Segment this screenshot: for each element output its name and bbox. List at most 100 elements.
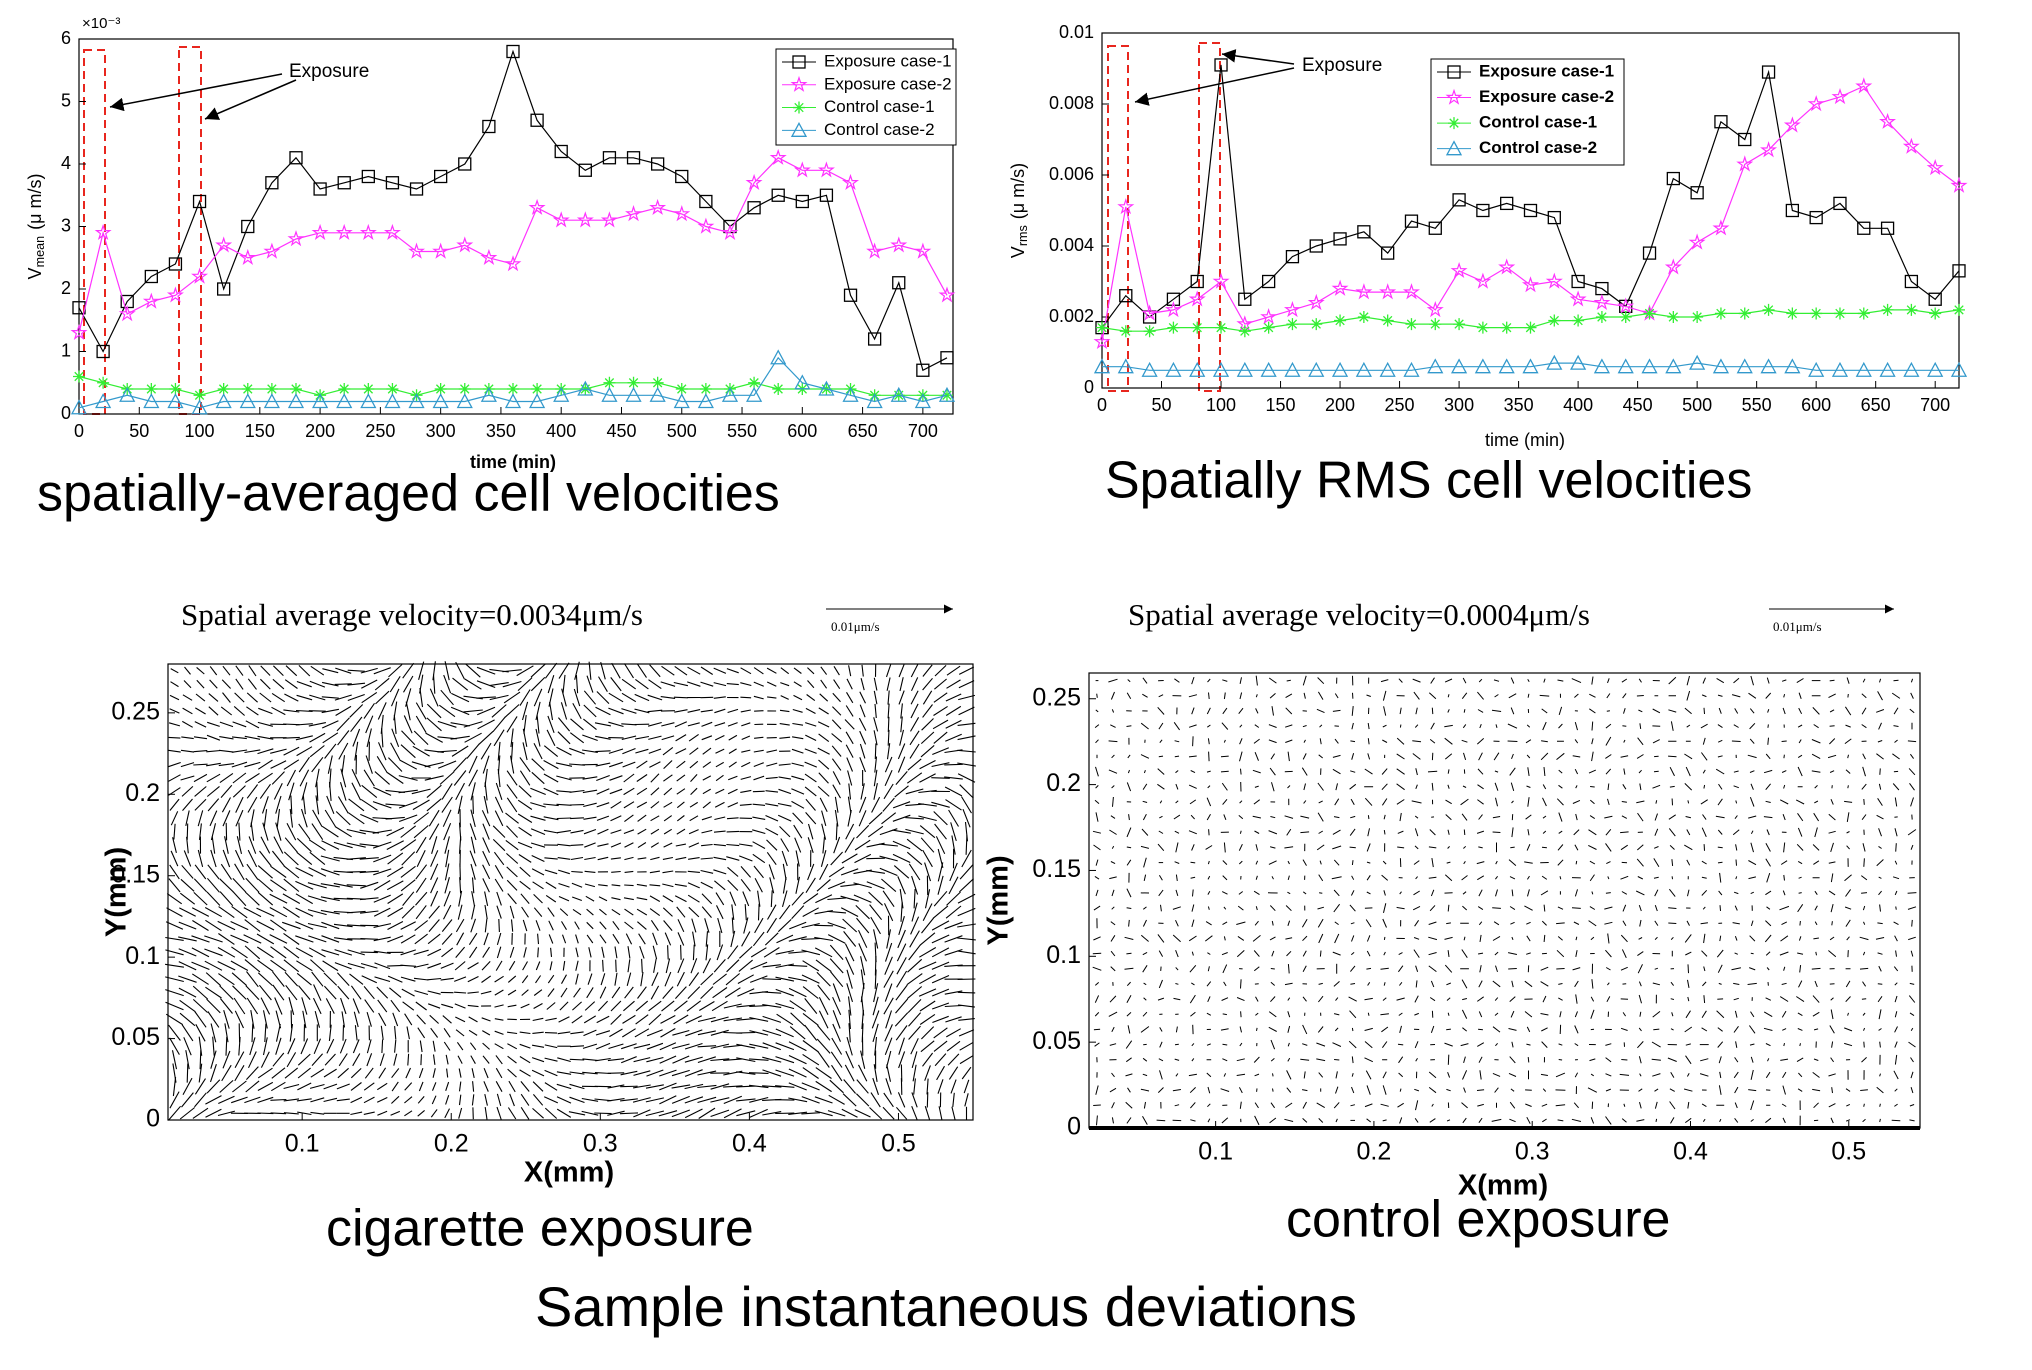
vector bbox=[868, 891, 883, 906]
vector bbox=[1399, 891, 1402, 895]
vector bbox=[339, 1038, 347, 1054]
vector bbox=[765, 803, 779, 807]
vector bbox=[269, 907, 288, 918]
vector bbox=[509, 1093, 515, 1107]
vector bbox=[375, 690, 390, 705]
vector bbox=[506, 866, 518, 878]
vector bbox=[180, 749, 195, 753]
vector bbox=[1605, 1043, 1612, 1046]
vector bbox=[1446, 982, 1451, 986]
vector bbox=[896, 970, 908, 988]
marker bbox=[1950, 176, 1968, 193]
vector bbox=[730, 930, 736, 948]
vector bbox=[471, 891, 476, 907]
vector bbox=[1237, 905, 1244, 911]
vector bbox=[727, 866, 739, 877]
vector bbox=[1109, 995, 1117, 1003]
vector bbox=[725, 973, 740, 986]
vector bbox=[1797, 1028, 1803, 1031]
x-tick-label: 0.4 bbox=[1673, 1138, 1708, 1166]
vector bbox=[231, 736, 247, 740]
vector bbox=[827, 934, 846, 944]
vector bbox=[1684, 707, 1692, 715]
marker bbox=[241, 219, 255, 234]
vector bbox=[701, 735, 713, 741]
x-tick-label: 700 bbox=[1920, 395, 1950, 415]
vector bbox=[944, 921, 963, 930]
vector bbox=[530, 663, 546, 678]
vector bbox=[270, 1098, 287, 1101]
vector bbox=[191, 907, 210, 917]
vector bbox=[217, 1110, 236, 1117]
vector bbox=[648, 1000, 662, 1012]
vector bbox=[197, 849, 204, 868]
vector bbox=[1223, 906, 1227, 910]
vector bbox=[184, 666, 191, 675]
vector bbox=[740, 696, 752, 699]
vector bbox=[1191, 1058, 1195, 1062]
vector bbox=[517, 799, 533, 810]
vector bbox=[457, 1055, 463, 1064]
vector bbox=[1733, 785, 1739, 789]
vector bbox=[844, 719, 855, 730]
vector bbox=[432, 674, 436, 694]
vector bbox=[775, 1069, 795, 1077]
vector bbox=[1891, 692, 1901, 699]
vector bbox=[1894, 1026, 1898, 1033]
vector bbox=[401, 851, 416, 866]
vector bbox=[427, 962, 442, 969]
vector bbox=[853, 894, 872, 903]
vector bbox=[387, 975, 403, 983]
vector bbox=[1655, 1118, 1658, 1122]
vector bbox=[1605, 768, 1612, 775]
vector bbox=[1206, 1043, 1211, 1046]
vector bbox=[1863, 1103, 1865, 1107]
vector bbox=[469, 1042, 477, 1051]
vector bbox=[1878, 828, 1882, 837]
vector bbox=[958, 1029, 975, 1037]
vector bbox=[1621, 1059, 1628, 1061]
vector bbox=[219, 1079, 234, 1093]
vector bbox=[1733, 997, 1739, 1001]
marker bbox=[1928, 292, 1942, 306]
vector bbox=[432, 1040, 436, 1052]
vector bbox=[791, 905, 805, 920]
marker bbox=[191, 399, 208, 415]
vector bbox=[635, 1014, 649, 1025]
marker bbox=[554, 144, 568, 159]
vector bbox=[571, 1015, 583, 1024]
vector bbox=[1699, 1073, 1709, 1077]
vector bbox=[608, 721, 624, 728]
vector bbox=[1159, 739, 1163, 744]
vector bbox=[584, 870, 596, 873]
marker bbox=[1355, 361, 1372, 377]
vector bbox=[832, 1023, 842, 1042]
vector bbox=[1559, 1011, 1562, 1018]
vector bbox=[505, 812, 519, 824]
vector bbox=[204, 907, 222, 918]
vector bbox=[1556, 949, 1565, 958]
vector bbox=[1365, 1070, 1372, 1080]
vector bbox=[660, 681, 676, 687]
vector bbox=[1590, 1117, 1595, 1124]
vector bbox=[871, 1010, 880, 1029]
vector bbox=[283, 851, 299, 866]
vector bbox=[193, 750, 208, 753]
vector bbox=[1350, 965, 1356, 972]
vector bbox=[910, 703, 919, 719]
vector bbox=[199, 1050, 202, 1070]
vector bbox=[244, 761, 261, 768]
vector bbox=[1381, 1026, 1389, 1033]
vector bbox=[429, 1014, 439, 1024]
vector bbox=[301, 997, 308, 1015]
x-axis-label: X(mm) bbox=[524, 1157, 614, 1189]
vector bbox=[338, 742, 349, 760]
vector bbox=[926, 1078, 929, 1095]
vector bbox=[1557, 844, 1564, 851]
vector bbox=[1909, 708, 1915, 714]
vector bbox=[246, 692, 258, 703]
vector bbox=[1637, 1041, 1644, 1049]
vector bbox=[624, 814, 634, 823]
vector bbox=[346, 857, 366, 860]
vector bbox=[1620, 875, 1629, 880]
